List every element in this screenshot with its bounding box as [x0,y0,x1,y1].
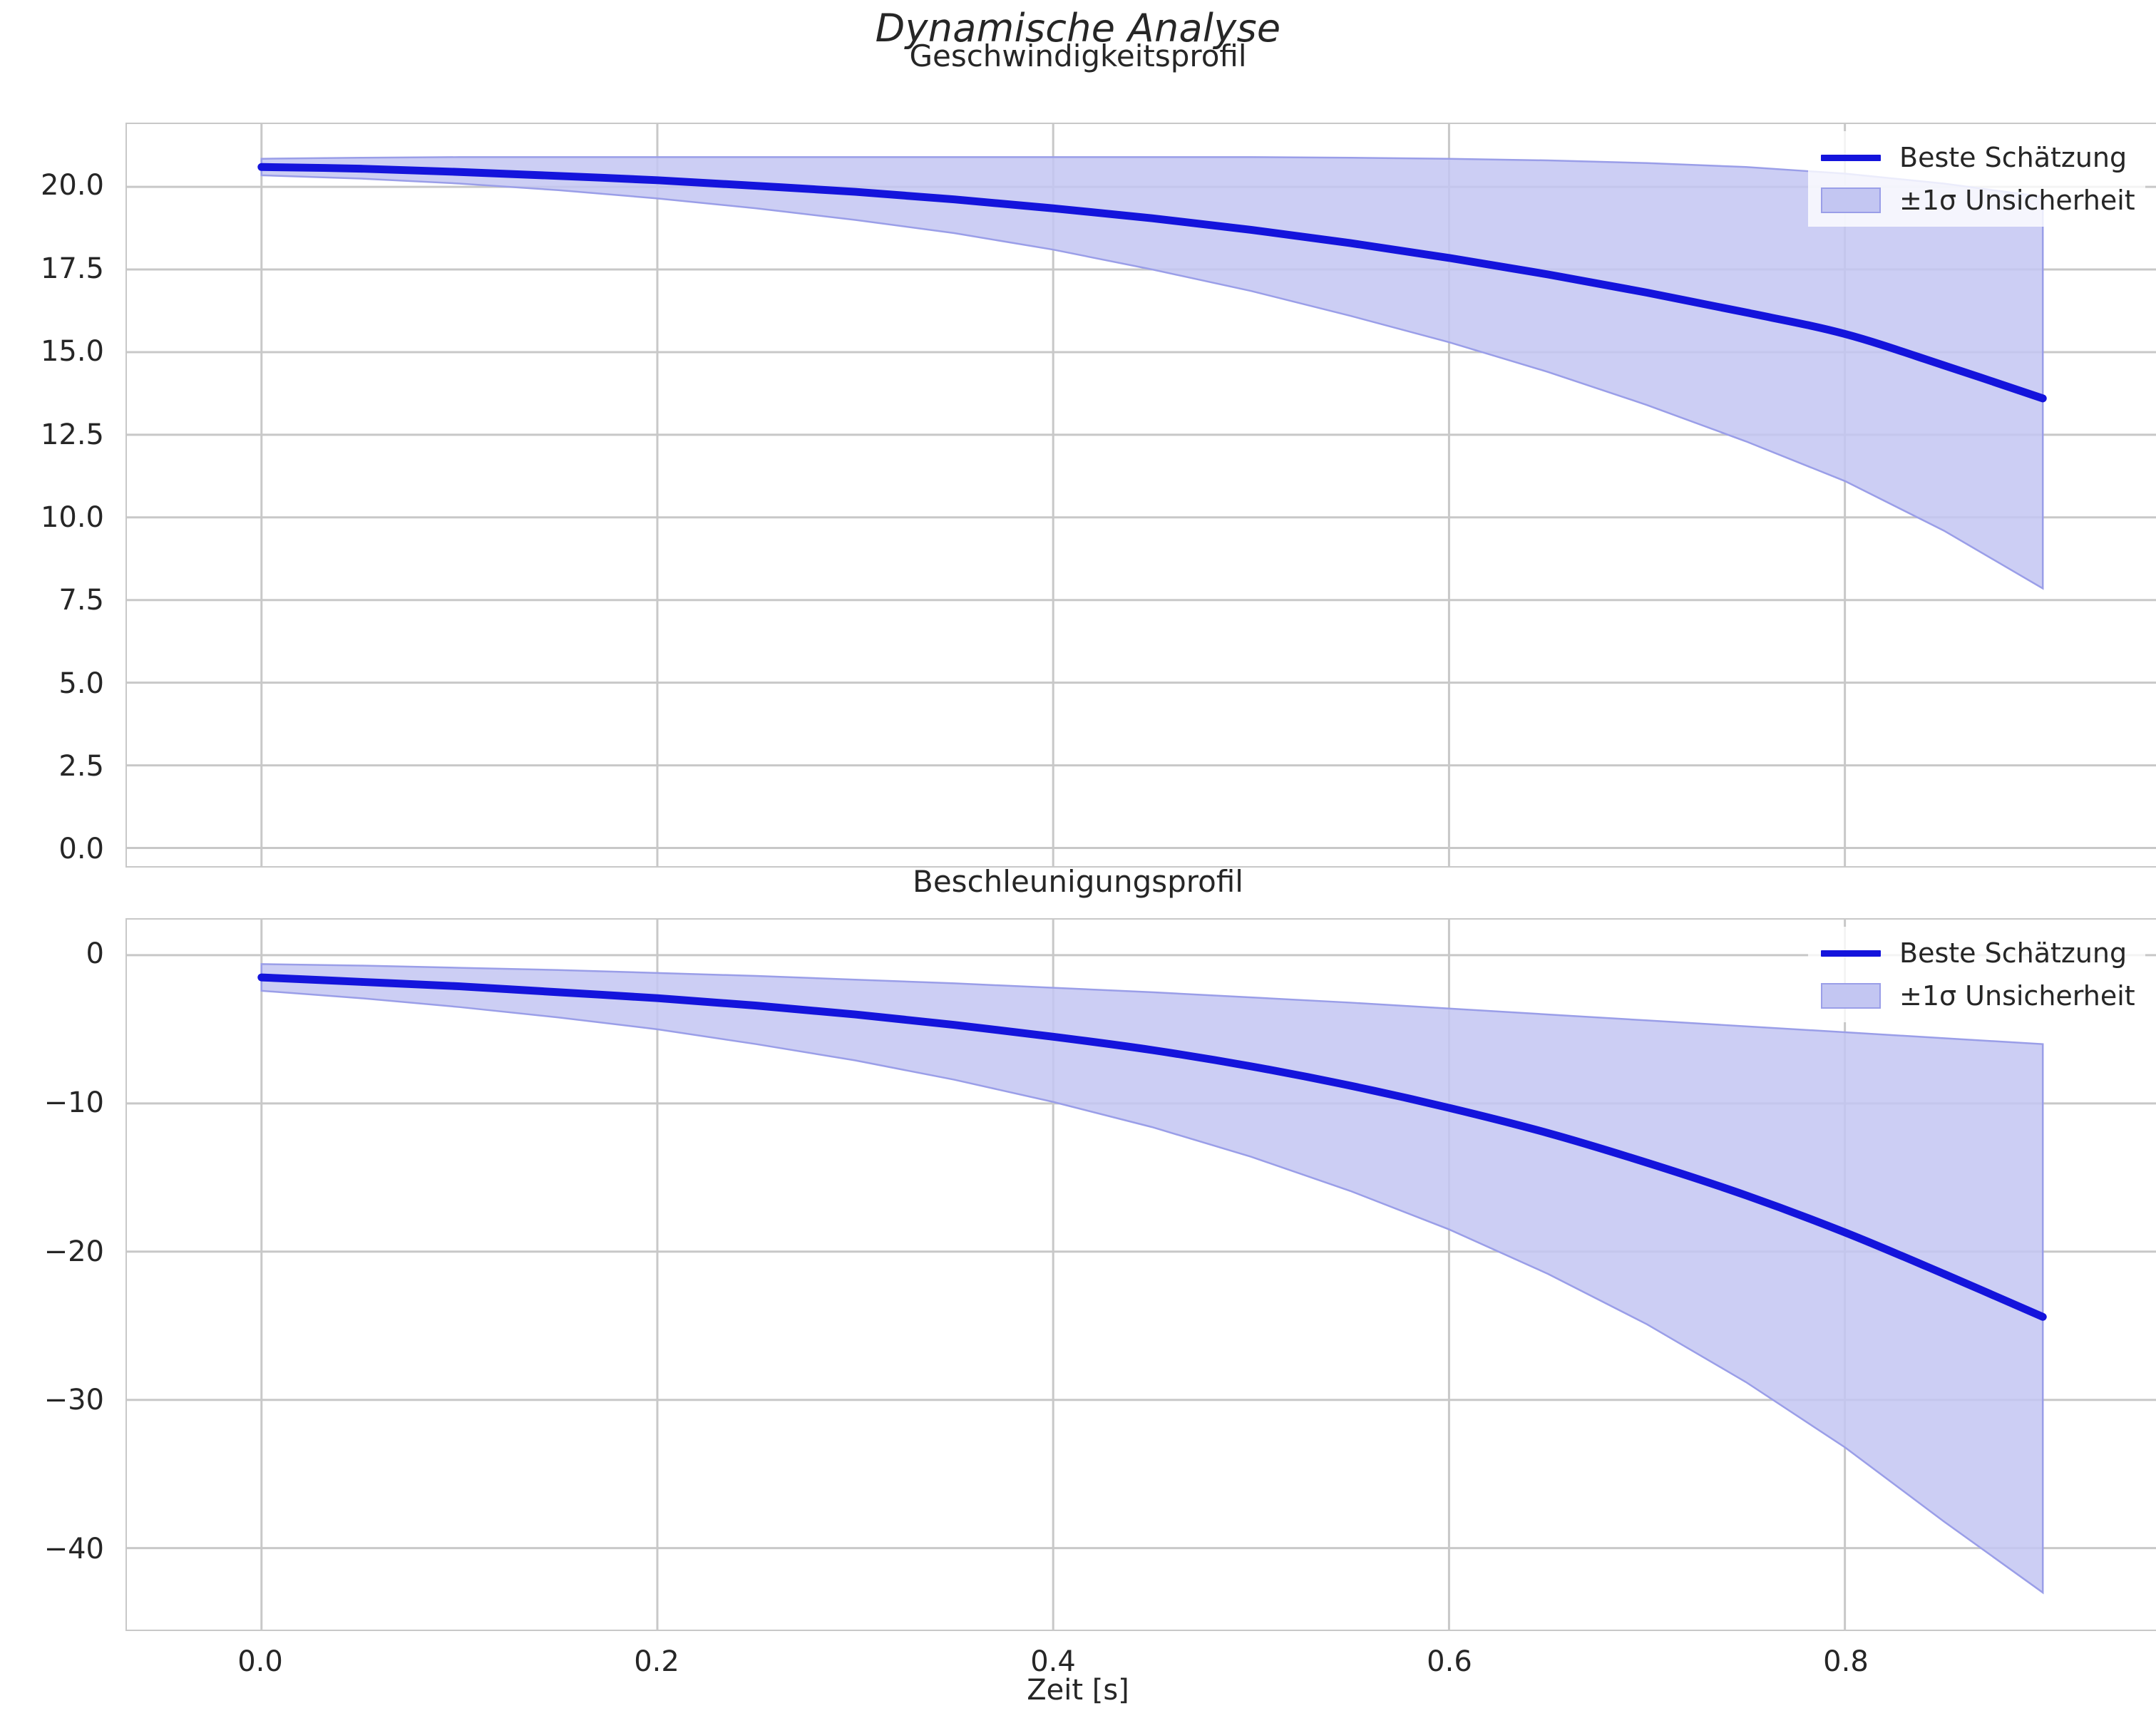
x-tick-label: 0.4 [1030,1645,1076,1678]
legend-item-label: Beste Schätzung [1899,937,2127,969]
velocity-ytick-label: 12.5 [40,418,104,451]
panel-2-title: Beschleunigungsprofil [913,864,1243,899]
velocity-ytick-label: 0.0 [58,833,104,866]
legend-patch-swatch-icon [1821,187,1881,213]
legend-item-uncertainty[interactable]: ±1σ Unsicherheit [1818,181,2135,220]
acceleration-ytick-label: −20 [43,1235,104,1268]
velocity-legend: Beste Schätzung ±1σ Unsicherheit [1808,131,2145,227]
acceleration-ytick-label: −30 [43,1384,104,1417]
velocity-ytick-label: 15.0 [40,335,104,369]
acceleration-ytick-label: 0 [86,937,104,971]
velocity-ytick-label: 7.5 [58,584,104,617]
x-tick-label: 0.0 [237,1645,283,1678]
legend-patch-handle [1818,184,1884,217]
velocity-ytick-label: 2.5 [58,750,104,783]
velocity-ytick-label: 17.5 [40,252,104,285]
x-tick-label: 0.2 [634,1645,679,1678]
legend-item-label: ±1σ Unsicherheit [1899,185,2135,216]
legend-line-swatch-icon [1821,950,1881,957]
velocity-axes [125,123,2156,868]
acceleration-plot-area [127,920,2156,1630]
velocity-ytick-label: 5.0 [58,667,104,700]
acceleration-ytick-label: −40 [43,1533,104,1566]
x-axis-label: Zeit [s] [1027,1674,1129,1707]
velocity-ytick-label: 10.0 [40,500,104,534]
velocity-uncertainty-band [260,156,2044,590]
velocity-best-estimate-line [257,163,2047,403]
legend-item-label: Beste Schätzung [1899,142,2127,173]
panel-1-title: Geschwindigkeitsprofil [909,38,1247,73]
legend-patch-handle [1818,979,1884,1012]
legend-item-best-estimate[interactable]: Beste Schätzung [1818,138,2135,177]
velocity-ytick-label: 20.0 [40,169,104,202]
acceleration-best-estimate-line [257,973,2047,1321]
figure-suptitle: Dynamische Analyse [875,6,1281,51]
x-tick-label: 0.6 [1427,1645,1472,1678]
acceleration-axes [125,918,2156,1631]
legend-item-best-estimate[interactable]: Beste Schätzung [1818,934,2135,972]
legend-line-handle [1818,141,1884,174]
legend-patch-swatch-icon [1821,983,1881,1009]
legend-line-swatch-icon [1821,155,1881,161]
acceleration-ytick-label: −10 [43,1086,104,1119]
legend-item-label: ±1σ Unsicherheit [1899,980,2135,1012]
acceleration-uncertainty-band [260,963,2044,1595]
x-tick-label: 0.8 [1823,1645,1869,1678]
acceleration-legend: Beste Schätzung ±1σ Unsicherheit [1808,927,2145,1022]
velocity-plot-area [127,124,2156,866]
legend-line-handle [1818,937,1884,970]
legend-item-uncertainty[interactable]: ±1σ Unsicherheit [1818,977,2135,1015]
